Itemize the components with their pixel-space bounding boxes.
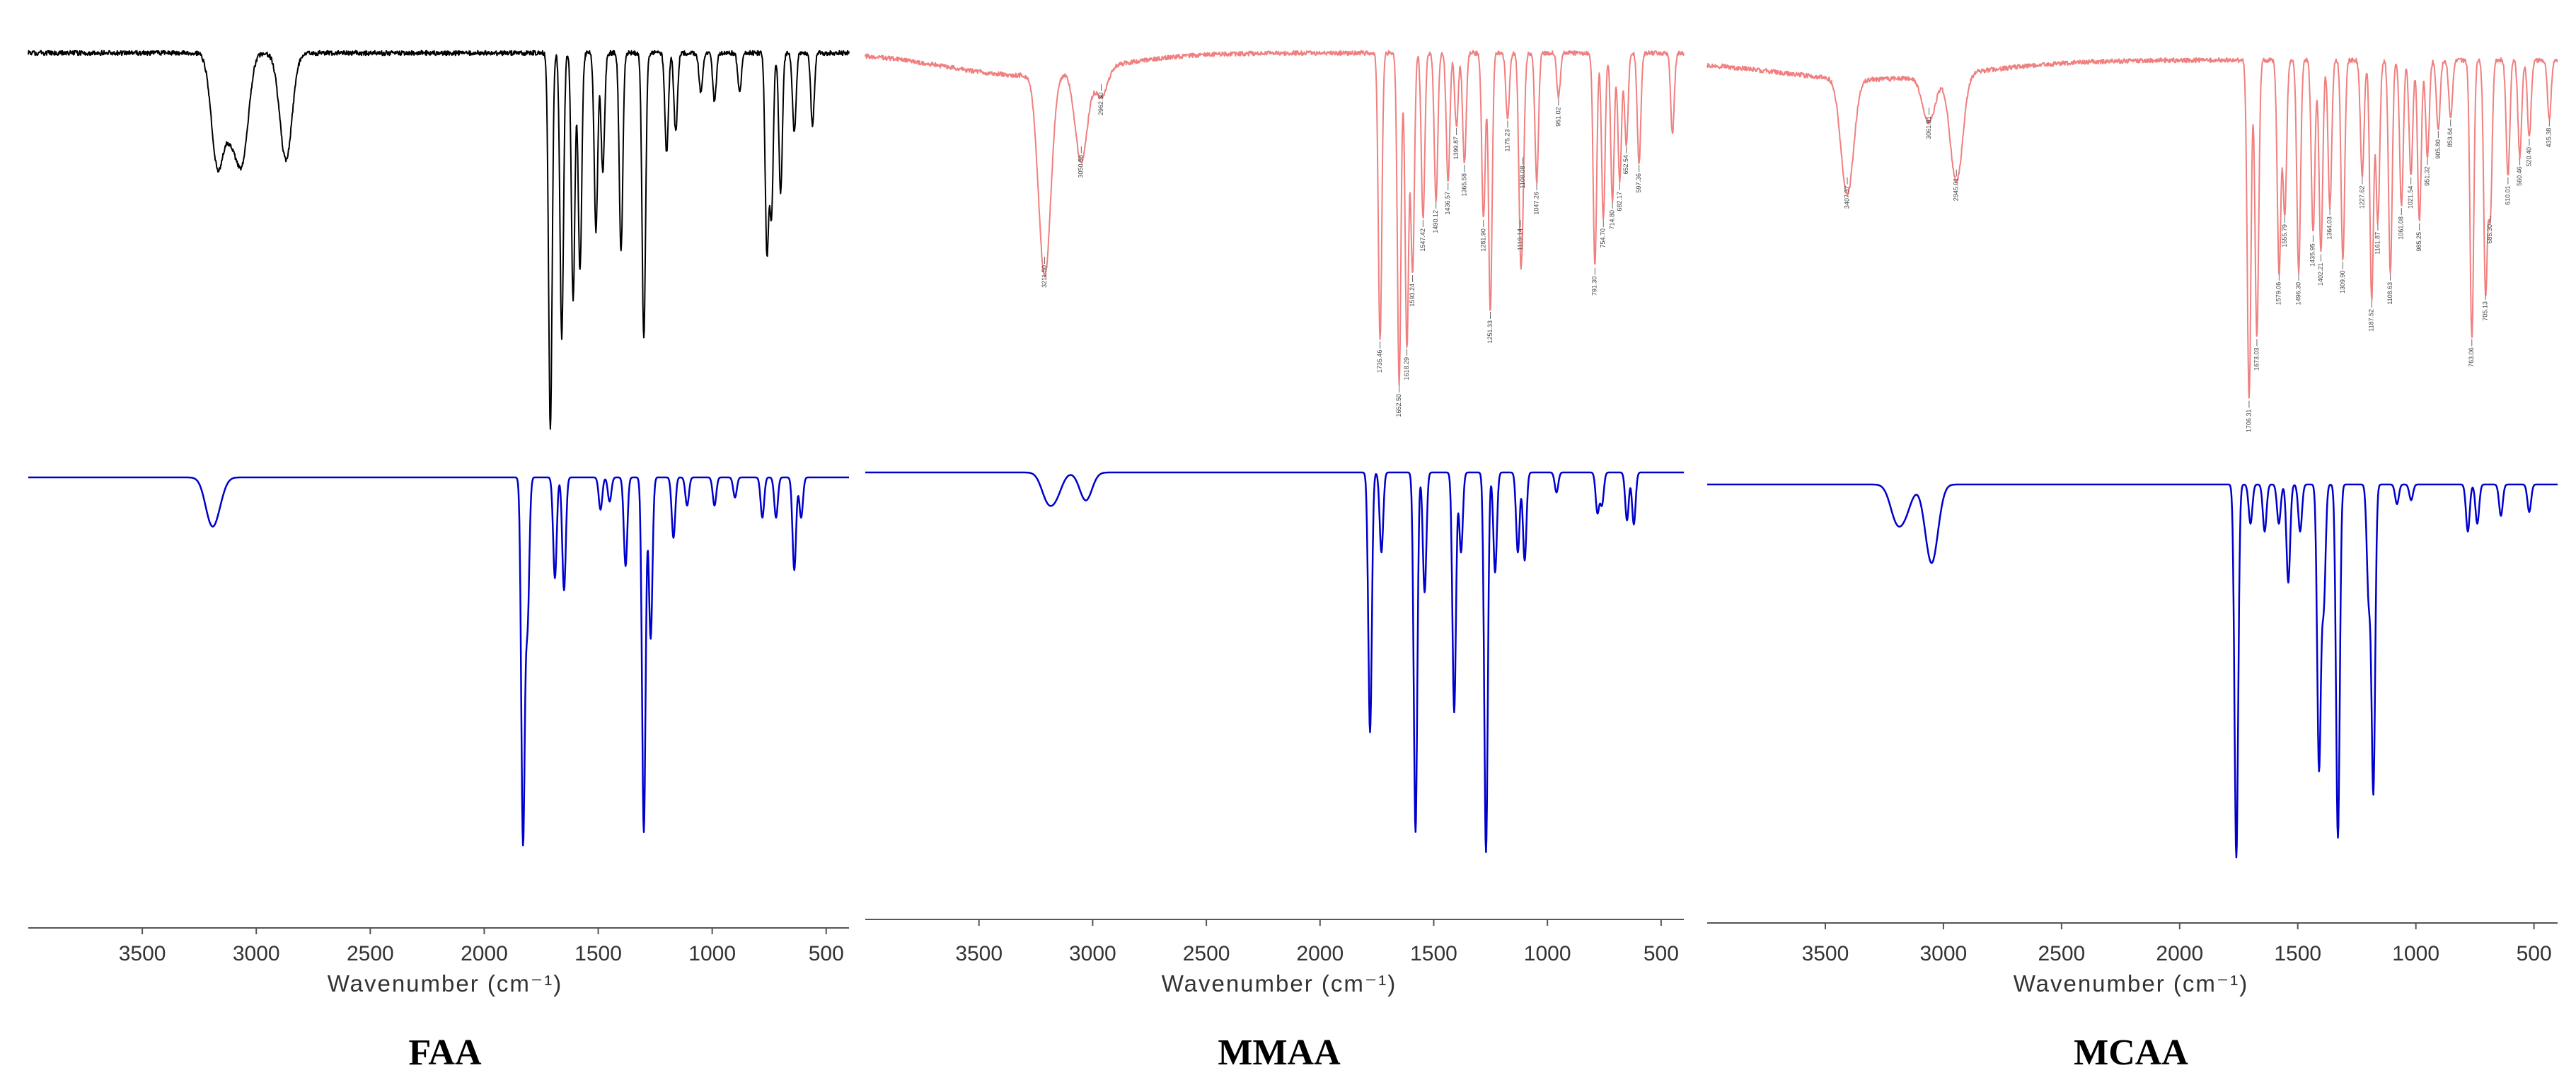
peak-annotation: 1496.30	[2294, 282, 2301, 306]
peak-annotation: 1047.26	[1532, 192, 1540, 215]
peak-annotation: 1251.33	[1486, 320, 1494, 344]
peak-annotation: 1021.54	[2407, 186, 2414, 209]
peak-annotation: 951.02	[1554, 107, 1561, 127]
x-tick-label: 2500	[347, 942, 394, 965]
x-tick-label: 2500	[1183, 942, 1230, 965]
peak-annotation: 3211.50	[1041, 265, 1048, 288]
x-tick-label: 3500	[1802, 942, 1849, 965]
peak-annotation: 1399.87	[1452, 136, 1460, 160]
peak-annotation: 685.30	[2486, 224, 2493, 244]
peak-annotation: 1490.12	[1432, 210, 1439, 233]
peak-annotation: 1618.29	[1403, 357, 1410, 381]
spectrum-line-experimental	[28, 50, 850, 430]
peak-annotation: 985.25	[2415, 232, 2422, 252]
peak-annotation: 1402.21	[2317, 262, 2324, 286]
x-tick-label: 3000	[233, 942, 280, 965]
peak-annotation: 3061.81	[1925, 116, 1932, 139]
spectrum-line-experimental	[865, 50, 1685, 386]
panel-mcaa: 3407.37 3061.81 2945.01 1706.31 1673.03 1579.…	[1706, 57, 2558, 1073]
panel-mmaa: 3211.50 3050.56 2962.30 1735.46 1652.50 1618.…	[865, 50, 1685, 1073]
spectrum-line-experimental	[1706, 57, 2558, 399]
peak-annotation: 610.01	[2504, 186, 2511, 206]
peak-annotation: 1364.03	[2326, 216, 2333, 240]
peak-annotation: 791.30	[1591, 277, 1598, 296]
peak-annotation: 1706.31	[2245, 410, 2252, 433]
peak-annotation: 1309.90	[2339, 270, 2346, 294]
peak-annotation: 2962.30	[1097, 93, 1104, 116]
peak-annotation: 714.80	[1608, 210, 1615, 230]
x-tick-label: 2000	[2156, 942, 2203, 965]
peak-annotation: 1547.42	[1419, 228, 1426, 252]
peak-annotation: 1108.63	[2386, 282, 2393, 305]
peak-annotation: 951.32	[2423, 166, 2430, 186]
peak-annotation: 1652.50	[1395, 394, 1402, 417]
x-tick-label: 1500	[2274, 942, 2321, 965]
x-tick-label: 1000	[2392, 942, 2439, 965]
spectrum-line-calculated	[865, 471, 1685, 854]
peak-annotation: 560.46	[2516, 166, 2523, 186]
x-tick-label: 3500	[955, 942, 1003, 965]
peak-annotation: 3407.37	[1843, 186, 1850, 209]
peak-annotation: 763.06	[2468, 347, 2475, 367]
peak-annotation: 3050.56	[1078, 155, 1085, 178]
x-tick-label: 500	[1644, 942, 1679, 965]
panel-title: MMAA	[1218, 1033, 1341, 1073]
x-tick-label: 1500	[1410, 942, 1457, 965]
peak-annotation: 1061.08	[2398, 216, 2405, 240]
peak-annotation: 652.54	[1622, 155, 1629, 175]
spectrum-line-calculated	[1706, 483, 2558, 859]
peak-annotation: 853.64	[2447, 128, 2454, 148]
spectrum-line-calculated	[28, 476, 850, 847]
x-tick-label: 1000	[1524, 942, 1571, 965]
peak-annotation: 1673.03	[2253, 347, 2260, 371]
peak-annotation: 1119.14	[1516, 228, 1523, 250]
peak-annotation: 1108.08	[1519, 166, 1526, 189]
peak-annotation: 435.38	[2546, 128, 2553, 148]
peak-annotation: 682.17	[1616, 192, 1623, 211]
peak-annotation: 1435.95	[2309, 243, 2316, 267]
peak-annotation: 1227.62	[2358, 186, 2365, 209]
x-tick-label: 3000	[1069, 942, 1116, 965]
peak-annotation: 2945.01	[1953, 178, 1960, 202]
x-tick-label: 3000	[1920, 942, 1968, 965]
peak-annotation: 1281.90	[1479, 228, 1486, 252]
x-tick-label: 1500	[574, 942, 622, 965]
peak-annotation: 754.70	[1600, 228, 1607, 248]
x-axis-label: Wavenumber (cm⁻¹)	[2014, 970, 2249, 997]
x-tick-label: 2500	[2038, 942, 2085, 965]
peak-annotation: 1175.23	[1503, 129, 1511, 152]
peak-annotation: 1365.58	[1460, 173, 1467, 197]
x-tick-label: 1000	[688, 942, 736, 965]
peak-annotation: 905.80	[2435, 139, 2442, 159]
peak-annotation: 597.36	[1635, 173, 1642, 193]
panel-faa: 3500 3000 2500 2000 1500 1000 500 Wavenumber (…	[28, 50, 850, 1073]
peak-annotation: 1735.46	[1376, 350, 1383, 373]
peak-annotation: 1579.06	[2275, 282, 2282, 306]
peak-annotation: 1436.57	[1444, 192, 1451, 215]
peak-annotation: 520.40	[2525, 147, 2532, 167]
peak-annotation: 1161.87	[2374, 232, 2381, 255]
panel-title: MCAA	[2074, 1033, 2188, 1073]
peak-annotation: 1187.52	[2368, 309, 2375, 332]
x-tick-label: 3500	[119, 942, 166, 965]
x-axis-label: Wavenumber (cm⁻¹)	[1162, 970, 1397, 997]
peak-annotation: 705.13	[2482, 301, 2489, 321]
x-tick-label: 500	[809, 942, 844, 965]
x-tick-label: 2000	[1296, 942, 1344, 965]
peak-annotation: 1555.79	[2281, 224, 2288, 248]
x-axis-label: Wavenumber (cm⁻¹)	[328, 970, 563, 997]
x-tick-label: 2000	[461, 942, 508, 965]
panel-title: FAA	[408, 1033, 481, 1073]
peak-annotation: 1593.24	[1409, 284, 1416, 307]
x-tick-label: 500	[2517, 942, 2552, 965]
